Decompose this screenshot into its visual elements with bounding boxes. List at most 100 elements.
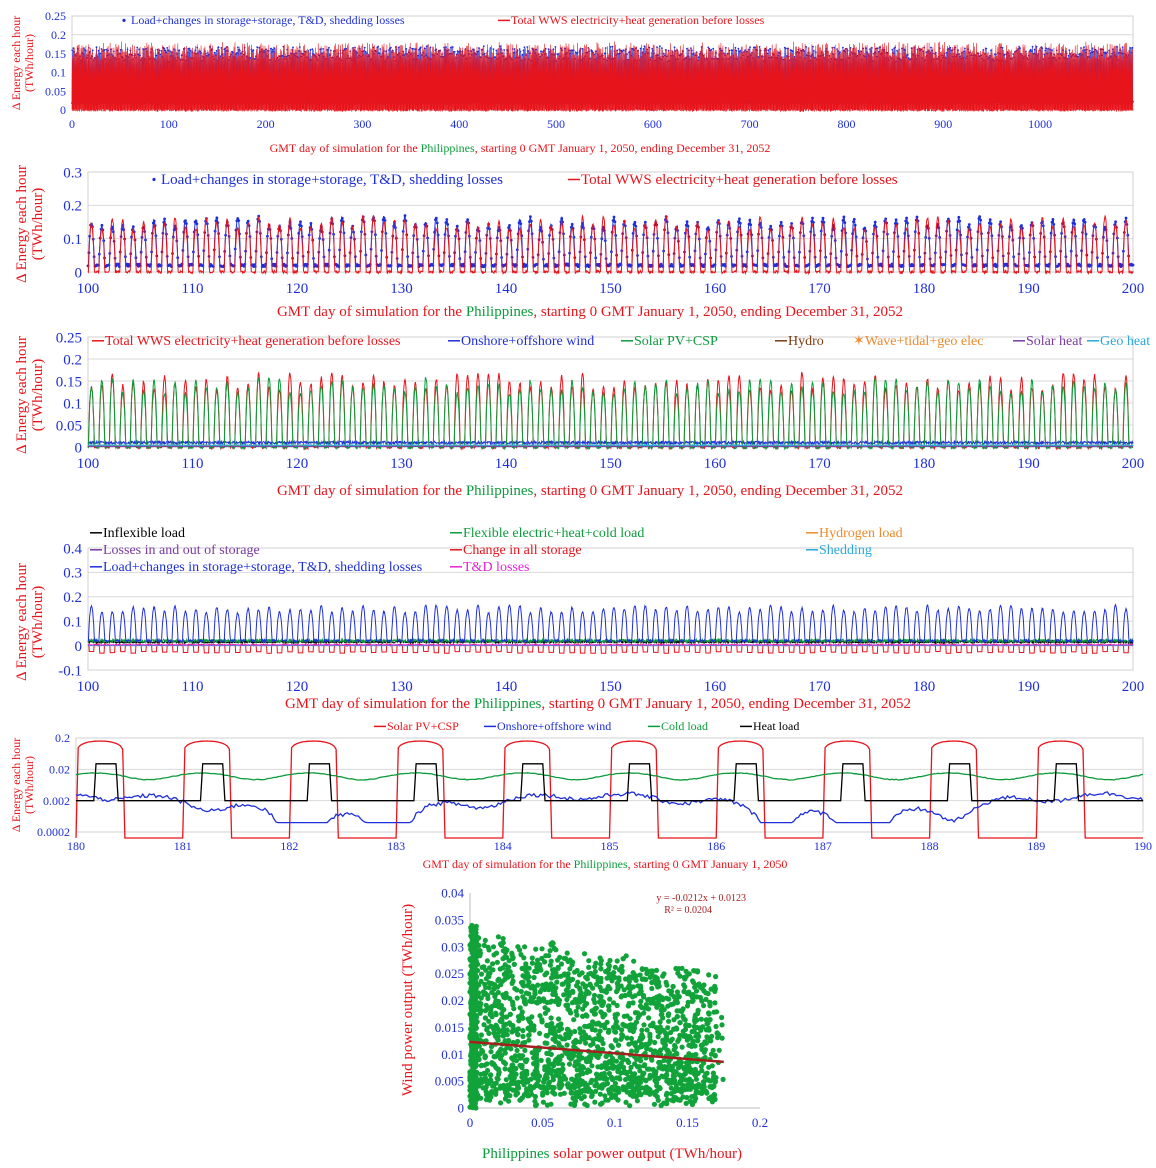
data-point — [821, 216, 825, 220]
data-point — [290, 52, 292, 55]
data-point — [322, 48, 324, 50]
data-point — [423, 47, 426, 50]
data-point — [100, 48, 103, 50]
x-tick-label: 0.05 — [531, 1115, 554, 1130]
data-point — [499, 45, 502, 48]
x-tick-label: 185 — [601, 839, 619, 853]
x-tick-label: 189 — [1027, 839, 1045, 853]
data-point — [842, 46, 844, 49]
y-tick-label: 0.4 — [63, 541, 82, 557]
data-point — [738, 217, 741, 221]
data-point — [156, 48, 159, 51]
x-tick-label: 100 — [77, 456, 100, 472]
x-tick-label: 183 — [387, 839, 405, 853]
data-point — [786, 47, 789, 50]
data-point — [327, 48, 329, 51]
data-point — [612, 215, 616, 219]
data-point — [309, 222, 313, 225]
y-tick-label: 0.25 — [45, 9, 66, 23]
x-tick-label: 100 — [77, 679, 100, 695]
data-point — [833, 46, 836, 49]
y-tick-label: 0.1 — [51, 66, 66, 80]
data-point — [964, 47, 966, 50]
data-point — [591, 50, 594, 53]
data-point — [199, 50, 202, 53]
data-point — [213, 51, 216, 54]
y-axis-title-line2: (TWh/hour) — [30, 359, 46, 431]
data-point — [513, 48, 516, 50]
data-point — [394, 46, 397, 48]
data-point — [910, 47, 913, 50]
data-point — [340, 216, 344, 220]
data-point — [445, 218, 449, 221]
data-point — [119, 48, 122, 51]
data-point — [237, 219, 241, 222]
x-tick-label: 200 — [1122, 679, 1145, 695]
y-axis-title: Δ Energy each hour (TWh/hour) — [14, 165, 46, 283]
data-point — [173, 48, 175, 51]
data-point — [429, 46, 432, 49]
data-point — [194, 219, 198, 223]
data-point — [1041, 47, 1044, 50]
data-point — [749, 223, 753, 227]
data-point — [622, 49, 625, 52]
y-tick-label: 0.2 — [55, 731, 70, 745]
data-point — [298, 50, 300, 52]
data-point — [445, 46, 447, 48]
x-tick-label: 170 — [808, 281, 831, 297]
data-point — [165, 51, 168, 54]
data-point — [905, 216, 908, 220]
y-axis-title-line1: Δ Energy each hour — [14, 563, 30, 681]
data-point — [906, 221, 909, 225]
legend-label: Losses in and out of storage — [103, 543, 260, 558]
data-point — [364, 50, 367, 53]
x-tick-label: 140 — [495, 679, 518, 695]
x-tick-label: 170 — [808, 679, 831, 695]
y-tick-label: 0.25 — [56, 330, 82, 346]
data-point — [418, 48, 420, 51]
data-point — [852, 220, 855, 224]
data-point — [1031, 45, 1034, 48]
data-point — [1112, 48, 1114, 51]
data-point — [177, 49, 180, 52]
data-point — [547, 48, 550, 51]
x-tick-label: 188 — [921, 839, 939, 853]
data-point — [958, 219, 962, 223]
data-point — [403, 214, 407, 217]
data-point — [219, 55, 222, 57]
y-axis-title: Δ Energy each hour (TWh/hour) — [14, 563, 46, 681]
data-point — [420, 54, 423, 56]
x-tick-label: 180 — [913, 281, 936, 297]
data-point — [734, 46, 737, 49]
y-axis-title: Δ Energy each hour (TWh/hour) — [9, 16, 36, 110]
legend-label: Inflexible load — [103, 526, 185, 541]
data-point — [1050, 220, 1054, 224]
data-point — [379, 48, 382, 50]
data-point — [197, 52, 200, 54]
data-point — [1088, 49, 1091, 52]
series-line-green — [87, 377, 1134, 451]
x-tick-label: 400 — [450, 117, 468, 131]
data-point — [769, 48, 772, 50]
y-tick-label: 0.03 — [441, 939, 464, 954]
x-axis-title-country: Philippines — [421, 141, 475, 155]
x-tick-label: 180 — [913, 456, 936, 472]
data-point — [403, 54, 406, 57]
y-tick-label: 0.01 — [441, 1047, 464, 1062]
data-point — [273, 47, 276, 50]
data-point — [753, 46, 756, 49]
data-point — [737, 47, 740, 50]
data-point — [299, 220, 302, 224]
data-point — [169, 50, 172, 52]
x-axis-title: GMT day of simulation for the Philippine… — [285, 696, 911, 712]
data-point — [252, 49, 255, 51]
data-point — [309, 48, 312, 51]
x-tick-label: 500 — [547, 117, 565, 131]
data-point — [673, 46, 676, 49]
data-point — [249, 57, 252, 59]
data-point — [874, 47, 877, 50]
data-point — [617, 53, 620, 55]
legend-label: Total WWS electricity+heat generation be… — [581, 172, 898, 188]
data-point — [91, 49, 94, 52]
data-point — [453, 50, 456, 53]
